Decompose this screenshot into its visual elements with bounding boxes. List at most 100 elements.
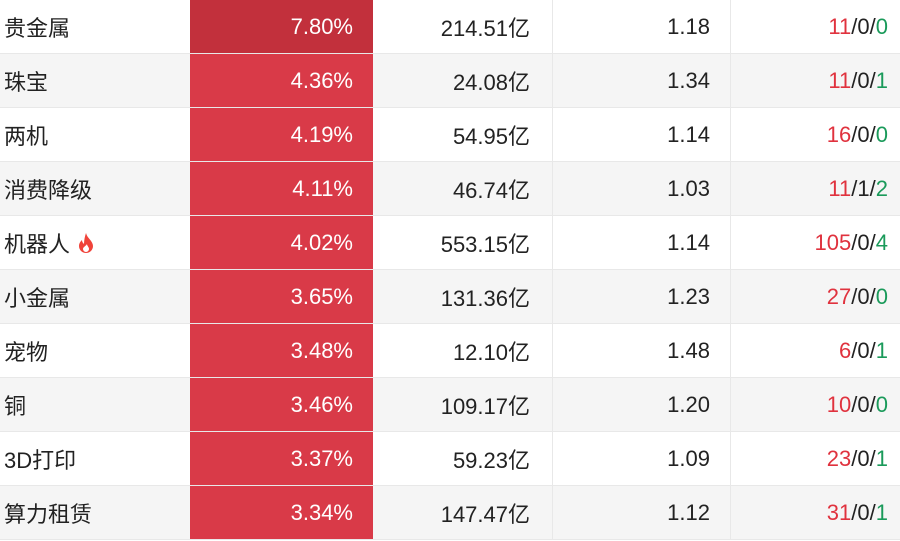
table-row[interactable]: 3D打印 3.37% 59.23亿 1.09 23/0/1 bbox=[0, 432, 900, 486]
cell-text: 10/0/0 bbox=[826, 391, 888, 417]
cell-text: 4.36% bbox=[290, 67, 353, 93]
cell-text: 4.19% bbox=[290, 121, 353, 147]
turnover: 59.23亿 bbox=[373, 432, 553, 485]
ratio: 1.23 bbox=[553, 270, 731, 323]
up-flat-down: 11/0/1 bbox=[731, 54, 900, 107]
cell-text: 3D打印 bbox=[4, 447, 77, 473]
cell-text: 1.18 bbox=[667, 13, 710, 39]
up-flat-down: 105/0/4 bbox=[731, 216, 900, 269]
cell-text: 16/0/0 bbox=[826, 121, 888, 147]
change-percent: 7.80% bbox=[190, 0, 373, 53]
cell-text: 1.23 bbox=[667, 283, 710, 309]
change-percent: 3.48% bbox=[190, 324, 373, 377]
cell-text: 小金属 bbox=[4, 285, 71, 311]
cell-text: 3.37% bbox=[290, 445, 353, 471]
cell-text: 4.11% bbox=[292, 175, 353, 201]
cell-text: 3.48% bbox=[290, 337, 353, 363]
ratio: 1.14 bbox=[553, 216, 731, 269]
cell-text: 24.08亿 bbox=[452, 69, 530, 95]
cell-text: 1.34 bbox=[667, 67, 710, 93]
cell-text: 59.23亿 bbox=[452, 447, 530, 473]
up-flat-down: 6/0/1 bbox=[731, 324, 900, 377]
cell-text: 1.48 bbox=[667, 337, 710, 363]
cell-text: 6/0/1 bbox=[839, 337, 888, 363]
up-flat-down: 31/0/1 bbox=[731, 486, 900, 539]
up-flat-down: 27/0/0 bbox=[731, 270, 900, 323]
sector-name: 两机 bbox=[0, 108, 190, 161]
table-row[interactable]: 算力租赁 3.34% 147.47亿 1.12 31/0/1 bbox=[0, 486, 900, 540]
cell-text: 23/0/1 bbox=[826, 445, 888, 471]
cell-text: 宠物 bbox=[4, 339, 49, 365]
ratio: 1.09 bbox=[553, 432, 731, 485]
cell-text: 3.46% bbox=[290, 391, 353, 417]
ratio: 1.48 bbox=[553, 324, 731, 377]
cell-text: 131.36亿 bbox=[440, 285, 530, 311]
cell-text: 147.47亿 bbox=[440, 501, 530, 527]
sector-name: 3D打印 bbox=[0, 432, 190, 485]
turnover: 147.47亿 bbox=[373, 486, 553, 539]
table-row[interactable]: 贵金属 7.80% 214.51亿 1.18 11/0/0 bbox=[0, 0, 900, 54]
cell-text: 1.14 bbox=[667, 229, 710, 255]
table-row[interactable]: 宠物 3.48% 12.10亿 1.48 6/0/1 bbox=[0, 324, 900, 378]
ratio: 1.34 bbox=[553, 54, 731, 107]
up-flat-down: 16/0/0 bbox=[731, 108, 900, 161]
change-percent: 3.37% bbox=[190, 432, 373, 485]
cell-text: 11/0/1 bbox=[828, 67, 888, 93]
cell-text: 1.12 bbox=[667, 499, 710, 525]
cell-text: 4.02% bbox=[290, 229, 353, 255]
cell-text: 3.65% bbox=[290, 283, 353, 309]
cell-text: 算力租赁 bbox=[4, 501, 93, 527]
table-row[interactable]: 两机 4.19% 54.95亿 1.14 16/0/0 bbox=[0, 108, 900, 162]
up-flat-down: 23/0/1 bbox=[731, 432, 900, 485]
cell-text: 46.74亿 bbox=[452, 177, 530, 203]
sector-name: 算力租赁 bbox=[0, 486, 190, 539]
ratio: 1.14 bbox=[553, 108, 731, 161]
cell-text: 12.10亿 bbox=[452, 339, 530, 365]
cell-text: 109.17亿 bbox=[440, 393, 530, 419]
table-row[interactable]: 铜 3.46% 109.17亿 1.20 10/0/0 bbox=[0, 378, 900, 432]
change-percent: 4.02% bbox=[190, 216, 373, 269]
ratio: 1.03 bbox=[553, 162, 731, 215]
table-row[interactable]: 珠宝 4.36% 24.08亿 1.34 11/0/1 bbox=[0, 54, 900, 108]
cell-text: 214.51亿 bbox=[440, 15, 530, 41]
sector-name: 机器人 bbox=[0, 216, 190, 269]
cell-text: 3.34% bbox=[290, 499, 353, 525]
change-percent: 3.34% bbox=[190, 486, 373, 539]
sector-name: 珠宝 bbox=[0, 54, 190, 107]
turnover: 54.95亿 bbox=[373, 108, 553, 161]
change-percent: 3.46% bbox=[190, 378, 373, 431]
cell-text: 1.14 bbox=[667, 121, 710, 147]
ratio: 1.12 bbox=[553, 486, 731, 539]
sector-name: 贵金属 bbox=[0, 0, 190, 53]
change-percent: 4.36% bbox=[190, 54, 373, 107]
change-percent: 4.11% bbox=[190, 162, 373, 215]
hot-icon bbox=[79, 232, 94, 253]
table-row[interactable]: 消费降级 4.11% 46.74亿 1.03 11/1/2 bbox=[0, 162, 900, 216]
cell-text: 7.80% bbox=[290, 13, 353, 39]
change-percent: 4.19% bbox=[190, 108, 373, 161]
table-row[interactable]: 小金属 3.65% 131.36亿 1.23 27/0/0 bbox=[0, 270, 900, 324]
turnover: 214.51亿 bbox=[373, 0, 553, 53]
cell-text: 1.09 bbox=[667, 445, 710, 471]
cell-text: 1.03 bbox=[667, 175, 710, 201]
turnover: 12.10亿 bbox=[373, 324, 553, 377]
cell-text: 铜 bbox=[4, 393, 27, 419]
up-flat-down: 11/0/0 bbox=[731, 0, 900, 53]
cell-text: 1.20 bbox=[667, 391, 710, 417]
turnover: 109.17亿 bbox=[373, 378, 553, 431]
cell-text: 31/0/1 bbox=[826, 499, 888, 525]
ratio: 1.18 bbox=[553, 0, 731, 53]
up-flat-down: 11/1/2 bbox=[731, 162, 900, 215]
cell-text: 105/0/4 bbox=[814, 229, 888, 255]
cell-text: 11/0/0 bbox=[828, 13, 888, 39]
cell-text: 54.95亿 bbox=[452, 123, 530, 149]
sector-name: 宠物 bbox=[0, 324, 190, 377]
cell-text: 机器人 bbox=[4, 231, 71, 257]
table-row[interactable]: 机器人 4.02% 553.15亿 1.14 105/0/4 bbox=[0, 216, 900, 270]
cell-text: 珠宝 bbox=[4, 69, 49, 95]
sector-name: 铜 bbox=[0, 378, 190, 431]
sector-name: 消费降级 bbox=[0, 162, 190, 215]
turnover: 131.36亿 bbox=[373, 270, 553, 323]
sector-name: 小金属 bbox=[0, 270, 190, 323]
